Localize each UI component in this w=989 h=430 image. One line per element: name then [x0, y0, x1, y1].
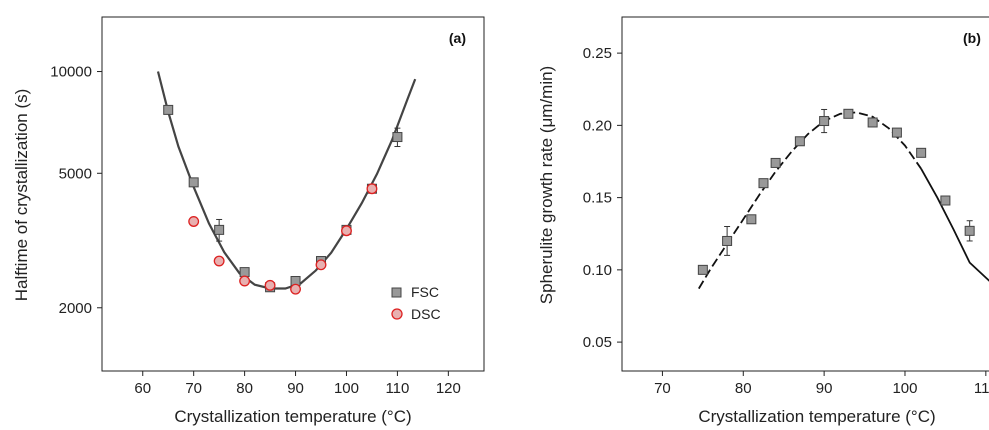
data-point-series [964, 225, 975, 236]
data-point-fsc [163, 104, 174, 115]
x-tick-label: 70 [185, 380, 202, 397]
data-point-dsc [366, 183, 378, 195]
panel-a-data-points [163, 104, 403, 295]
y-tick-label: 10000 [50, 64, 92, 81]
data-point-series [794, 136, 805, 147]
data-point-dsc [315, 259, 327, 271]
panel-a-y-axis-label: Halftime of crystallization (s) [12, 89, 31, 302]
y-tick-label: 0.05 [583, 334, 612, 351]
y-tick-label: 5000 [59, 165, 92, 182]
panel-b-frame [621, 16, 989, 372]
legend-dsc-label: DSC [411, 306, 441, 322]
panel-b-y-ticks: 0.05 0.10 0.15 0.20 0.25 [583, 45, 622, 351]
panel-b-y-axis-label: Spherulite growth rate (μm/min) [537, 66, 556, 304]
y-tick-label: 0.20 [583, 117, 612, 134]
data-point-series [940, 195, 951, 206]
panel-b-fit-curve [698, 111, 989, 290]
fit-curve-dashed [698, 111, 922, 290]
y-tick-label: 0.10 [583, 262, 612, 279]
data-point-dsc [264, 279, 276, 291]
panel-a-x-ticks: 60 70 80 90 100 110 120 [134, 371, 461, 397]
x-tick-label: 60 [134, 380, 151, 397]
data-point-dsc [290, 283, 301, 295]
panel-b-data-points [697, 108, 975, 275]
y-tick-label: 0.15 [583, 190, 612, 207]
data-point-fsc [214, 224, 225, 235]
panel-b-label: (b) [963, 30, 981, 46]
data-point-dsc [188, 216, 200, 227]
data-point-fsc [188, 177, 199, 188]
x-tick-label: 110 [974, 380, 989, 397]
x-tick-label: 70 [654, 380, 671, 397]
data-point-fsc [239, 267, 250, 278]
panel-b-x-axis-label: Crystallization temperature (°C) [698, 407, 935, 426]
x-tick-label: 100 [334, 380, 359, 397]
legend-fsc-marker [391, 287, 402, 298]
panel-a-frame [101, 16, 485, 372]
panel-a-label: (a) [449, 30, 466, 46]
data-point-series [697, 264, 708, 275]
x-tick-label: 90 [816, 380, 833, 397]
x-tick-label: 120 [436, 380, 461, 397]
data-point-dsc [213, 255, 225, 267]
data-point-series [843, 108, 854, 119]
panel-a-y-ticks: 2000 5000 10000 [50, 64, 102, 317]
fit-curve-solid [920, 168, 989, 282]
data-point-series [722, 235, 733, 246]
panel-a-chart: (a) Crystallization temperature (°C) Hal… [12, 16, 485, 426]
panel-a-x-axis-label: Crystallization temperature (°C) [174, 407, 411, 426]
x-tick-label: 90 [287, 380, 304, 397]
data-point-series [819, 116, 830, 127]
data-point-series [758, 178, 769, 189]
data-point-series [891, 127, 902, 138]
data-point-series [916, 147, 927, 158]
data-point-series [746, 214, 757, 225]
y-tick-label: 2000 [59, 300, 92, 317]
x-tick-label: 110 [385, 380, 409, 397]
x-tick-label: 100 [892, 380, 917, 397]
legend-dsc-marker [391, 308, 403, 320]
panel-b-chart: (b) Crystallization temperature (°C) Sph… [537, 16, 989, 426]
x-tick-label: 80 [735, 380, 752, 397]
data-point-series [770, 157, 781, 168]
y-tick-label: 0.25 [583, 45, 612, 62]
data-point-dsc [341, 225, 352, 237]
data-point-dsc [239, 275, 251, 287]
legend-fsc-label: FSC [411, 284, 439, 300]
panel-a-legend: FSC DSC [391, 284, 441, 322]
data-point-fsc [392, 132, 403, 143]
panel-b-x-ticks: 70 80 90 100 110 [654, 371, 989, 397]
x-tick-label: 80 [236, 380, 253, 397]
data-point-series [867, 117, 878, 128]
